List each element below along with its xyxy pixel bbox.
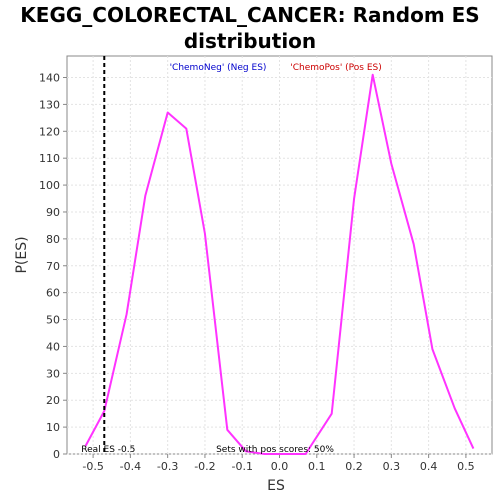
x-tick-label: 0.0 [271,460,289,473]
x-tick-label: -0.3 [157,460,178,473]
y-tick-label: 30 [46,367,60,380]
x-tick-label: -0.1 [231,460,252,473]
y-tick-label: 120 [39,125,60,138]
x-tick-label: -0.5 [82,460,103,473]
y-tick-label: 100 [39,179,60,192]
x-tick-label: 0.4 [420,460,438,473]
plot-area [67,56,492,454]
y-tick-label: 40 [46,340,60,353]
y-tick-label: 90 [46,206,60,219]
x-tick-label: 0.1 [308,460,326,473]
annotations: Sets with pos scores: 50% [216,445,334,455]
y-tick-label: 80 [46,233,60,246]
y-axis-title: P(ES) [14,236,30,273]
y-tick-label: 140 [39,72,60,85]
pos-scores-annotation: Sets with pos scores: 50% [216,445,334,455]
y-tick-label: 130 [39,98,60,111]
y-tick-label: 10 [46,421,60,434]
legend-entry: 'ChemoNeg' (Neg ES) [170,63,267,73]
x-tick-label: -0.4 [120,460,141,473]
y-tick-label: 60 [46,287,60,300]
legend-entry: 'ChemoPos' (Pos ES) [290,63,382,73]
real-es-label: Real ES -0.5 [81,445,135,455]
y-tick-label: 20 [46,394,60,407]
y-tick-label: 70 [46,260,60,273]
x-tick-label: 0.3 [383,460,401,473]
x-tick-label: -0.2 [194,460,215,473]
y-tick-label: 50 [46,314,60,327]
y-tick-label: 0 [53,448,60,461]
x-tick-label: 0.2 [345,460,363,473]
y-tick-label: 110 [39,152,60,165]
x-tick-label: 0.5 [457,460,475,473]
x-axis-title: ES [267,478,285,494]
